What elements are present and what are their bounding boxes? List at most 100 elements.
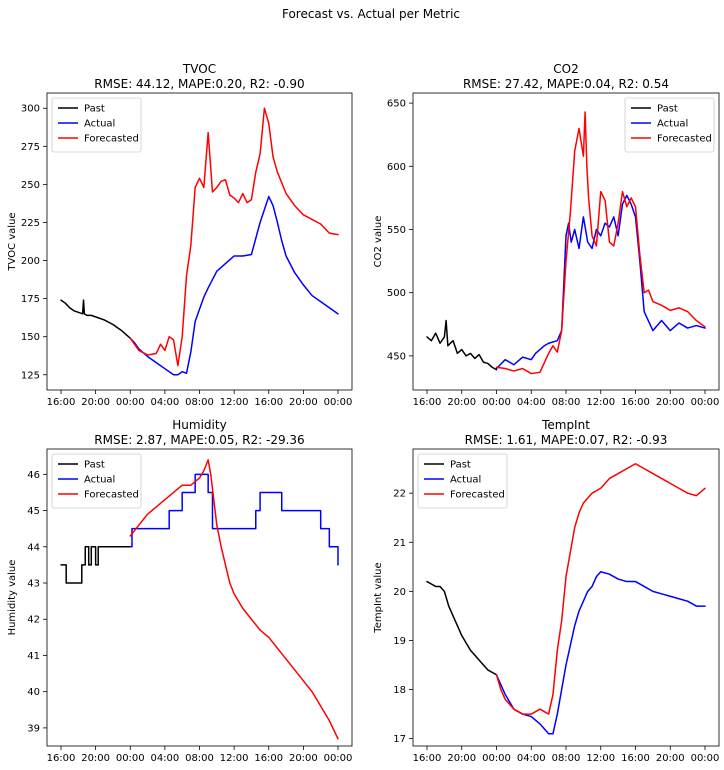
co2-x-tick-label: 16:00 (413, 397, 442, 408)
co2-x-tick-label: 00:00 (691, 397, 720, 408)
tempint-x-tick-label: 12:00 (586, 753, 615, 764)
tvoc-series-actual-line (129, 195, 339, 376)
tvoc-y-axis-label: TVOC value (7, 212, 18, 271)
tvoc-legend-label-past: Past (84, 104, 105, 115)
tempint-series-past-line (426, 580, 498, 676)
tvoc-y-tick-label: 150 (21, 332, 40, 343)
co2-y-tick-label: 600 (387, 162, 406, 173)
co2-chart-title: CO2 (553, 62, 578, 76)
humidity-x-tick-label: 08:00 (185, 753, 214, 764)
tvoc-legend-label-actual: Actual (84, 119, 115, 130)
humidity-y-tick-label: 44 (27, 542, 40, 553)
co2-axes-frame (412, 92, 720, 391)
tvoc-x-tick-label: 04:00 (150, 397, 179, 408)
co2-x-tick-label: 04:00 (517, 397, 546, 408)
co2-series-past-line (426, 319, 498, 371)
tvoc-y-tick-label: 250 (21, 180, 40, 191)
humidity-x-tick-label: 16:00 (254, 753, 283, 764)
tempint-x-tick-label: 00:00 (691, 753, 720, 764)
co2-y-tick-label: 500 (387, 288, 406, 299)
humidity-chart-subtitle: RMSE: 2.87, MAPE:0.05, R2: -29.36 (94, 433, 304, 447)
co2-x-tick-label: 12:00 (586, 397, 615, 408)
co2-series-forecasted-line (495, 111, 706, 375)
co2-y-tick-label: 450 (387, 351, 406, 362)
tempint-legend: Past Actual Forecasted (417, 453, 508, 509)
humidity-legend-label-actual: Actual (84, 475, 115, 486)
tempint-series-forecasted-line (495, 462, 706, 715)
tvoc-x-tick-label: 12:00 (220, 397, 249, 408)
co2-y-tick-label: 550 (387, 225, 406, 236)
tvoc-x-tick-label: 20:00 (289, 397, 318, 408)
co2-x-tick-label: 08:00 (552, 397, 581, 408)
humidity-y-tick-label: 46 (27, 470, 40, 481)
tvoc-y-tick-label: 125 (21, 370, 40, 381)
tvoc-y-tick-label: 175 (21, 294, 40, 305)
humidity-chart-title: Humidity (172, 418, 226, 432)
co2-legend-label-past: Past (657, 104, 678, 115)
tempint-series-actual-line (495, 570, 706, 735)
tvoc-y-tick-label: 200 (21, 256, 40, 267)
humidity-x-tick-label: 16:00 (47, 753, 76, 764)
tempint-y-tick-label: 21 (393, 538, 406, 549)
tempint-x-tick-label: 20:00 (656, 753, 685, 764)
tvoc-x-tick-label: 00:00 (324, 397, 353, 408)
co2-y-axis-label: CO2 value (373, 216, 384, 268)
tvoc-chart-subtitle: RMSE: 44.12, MAPE:0.20, R2: -0.90 (94, 77, 304, 91)
tvoc-plot-area (60, 107, 339, 376)
humidity-x-tick-label: 04:00 (150, 753, 179, 764)
tvoc-y-tick-label: 300 (21, 104, 40, 115)
tempint-x-tick-label: 00:00 (482, 753, 511, 764)
humidity-axes-frame (46, 448, 353, 747)
humidity-series-actual-line (129, 473, 339, 566)
co2-plot-area (426, 111, 706, 375)
figure-suptitle: Forecast vs. Actual per Metric (282, 7, 460, 21)
tvoc-x-tick-label: 16:00 (254, 397, 283, 408)
co2-x-tick-label: 20:00 (656, 397, 685, 408)
tempint-y-tick-label: 20 (393, 587, 406, 598)
tempint-x-tick-label: 16:00 (621, 753, 650, 764)
co2-chart-subtitle: RMSE: 27.42, MAPE:0.04, R2: 0.54 (463, 77, 669, 91)
tvoc-x-tick-label: 20:00 (81, 397, 110, 408)
co2-legend-label-forecasted: Forecasted (657, 134, 712, 145)
tempint-y-tick-label: 22 (393, 489, 406, 500)
tvoc-x-tick-label: 00:00 (116, 397, 145, 408)
co2-legend-label-actual: Actual (657, 119, 688, 130)
humidity-y-axis-label: Humidity value (7, 560, 18, 636)
tempint-legend-label-actual: Actual (450, 475, 481, 486)
humidity-legend-label-past: Past (84, 460, 105, 471)
humidity-legend: Past Actual Forecasted (51, 453, 142, 509)
tempint-legend-label-forecasted: Forecasted (450, 490, 505, 501)
tvoc-series-past-line (60, 299, 131, 339)
tvoc-legend: Past Actual Forecasted (51, 97, 142, 153)
humidity-x-tick-label: 12:00 (220, 753, 249, 764)
tempint-y-axis-label: TempInt value (373, 562, 384, 633)
tempint-chart-title: TempInt (541, 418, 590, 432)
tempint-x-tick-label: 16:00 (413, 753, 442, 764)
humidity-y-tick-label: 41 (27, 651, 40, 662)
humidity-series-past-line (60, 546, 131, 584)
tvoc-axes-frame (46, 92, 353, 391)
humidity-x-tick-label: 20:00 (81, 753, 110, 764)
co2-legend: Past Actual Forecasted (624, 97, 715, 153)
humidity-legend-label-forecasted: Forecasted (84, 490, 139, 501)
tempint-chart-subtitle: RMSE: 1.61, MAPE:0.07, R2: -0.93 (465, 433, 668, 447)
tvoc-chart-title: TVOC (182, 62, 216, 76)
tempint-axes-frame (412, 448, 720, 747)
humidity-series-forecasted-line (129, 459, 339, 740)
humidity-x-tick-label: 00:00 (324, 753, 353, 764)
humidity-x-tick-label: 20:00 (289, 753, 318, 764)
tempint-plot-area (426, 462, 706, 735)
co2-x-tick-label: 00:00 (482, 397, 511, 408)
tempint-y-tick-label: 19 (393, 636, 406, 647)
humidity-plot-area (60, 459, 339, 740)
humidity-y-tick-label: 43 (27, 579, 40, 590)
humidity-y-tick-label: 40 (27, 687, 40, 698)
tempint-x-tick-label: 04:00 (517, 753, 546, 764)
humidity-y-tick-label: 42 (27, 615, 40, 626)
tempint-x-tick-label: 08:00 (552, 753, 581, 764)
tvoc-x-tick-label: 08:00 (185, 397, 214, 408)
